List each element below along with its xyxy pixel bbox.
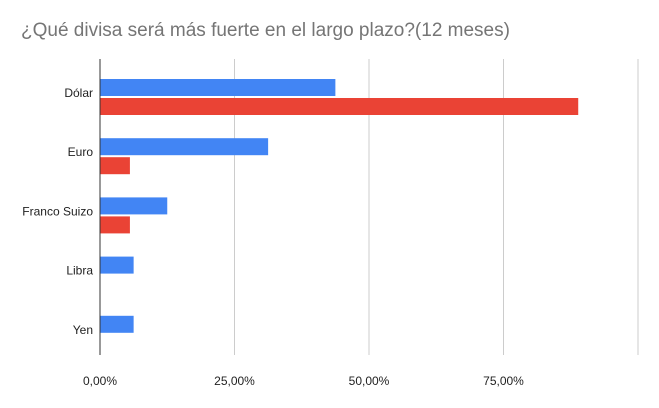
bar	[100, 98, 579, 115]
bar	[100, 256, 134, 274]
x-tick-label: 25,00%	[214, 374, 255, 388]
bar	[100, 315, 134, 333]
category-label: Franco Suizo	[22, 204, 93, 218]
category-label: Libra	[66, 264, 93, 278]
x-tick-label: 0,00%	[83, 374, 117, 388]
category-label: Dólar	[64, 86, 93, 100]
bar	[100, 216, 130, 234]
chart-title: ¿Qué divisa será más fuerte en el largo …	[21, 20, 510, 41]
bar	[100, 79, 336, 96]
category-label: Euro	[68, 145, 94, 159]
x-tick-label: 50,00%	[349, 374, 390, 388]
bar	[100, 138, 269, 156]
bar	[100, 157, 130, 175]
x-tick-label: 75,00%	[483, 374, 524, 388]
category-label: Yen	[73, 323, 93, 337]
bar	[100, 197, 168, 215]
